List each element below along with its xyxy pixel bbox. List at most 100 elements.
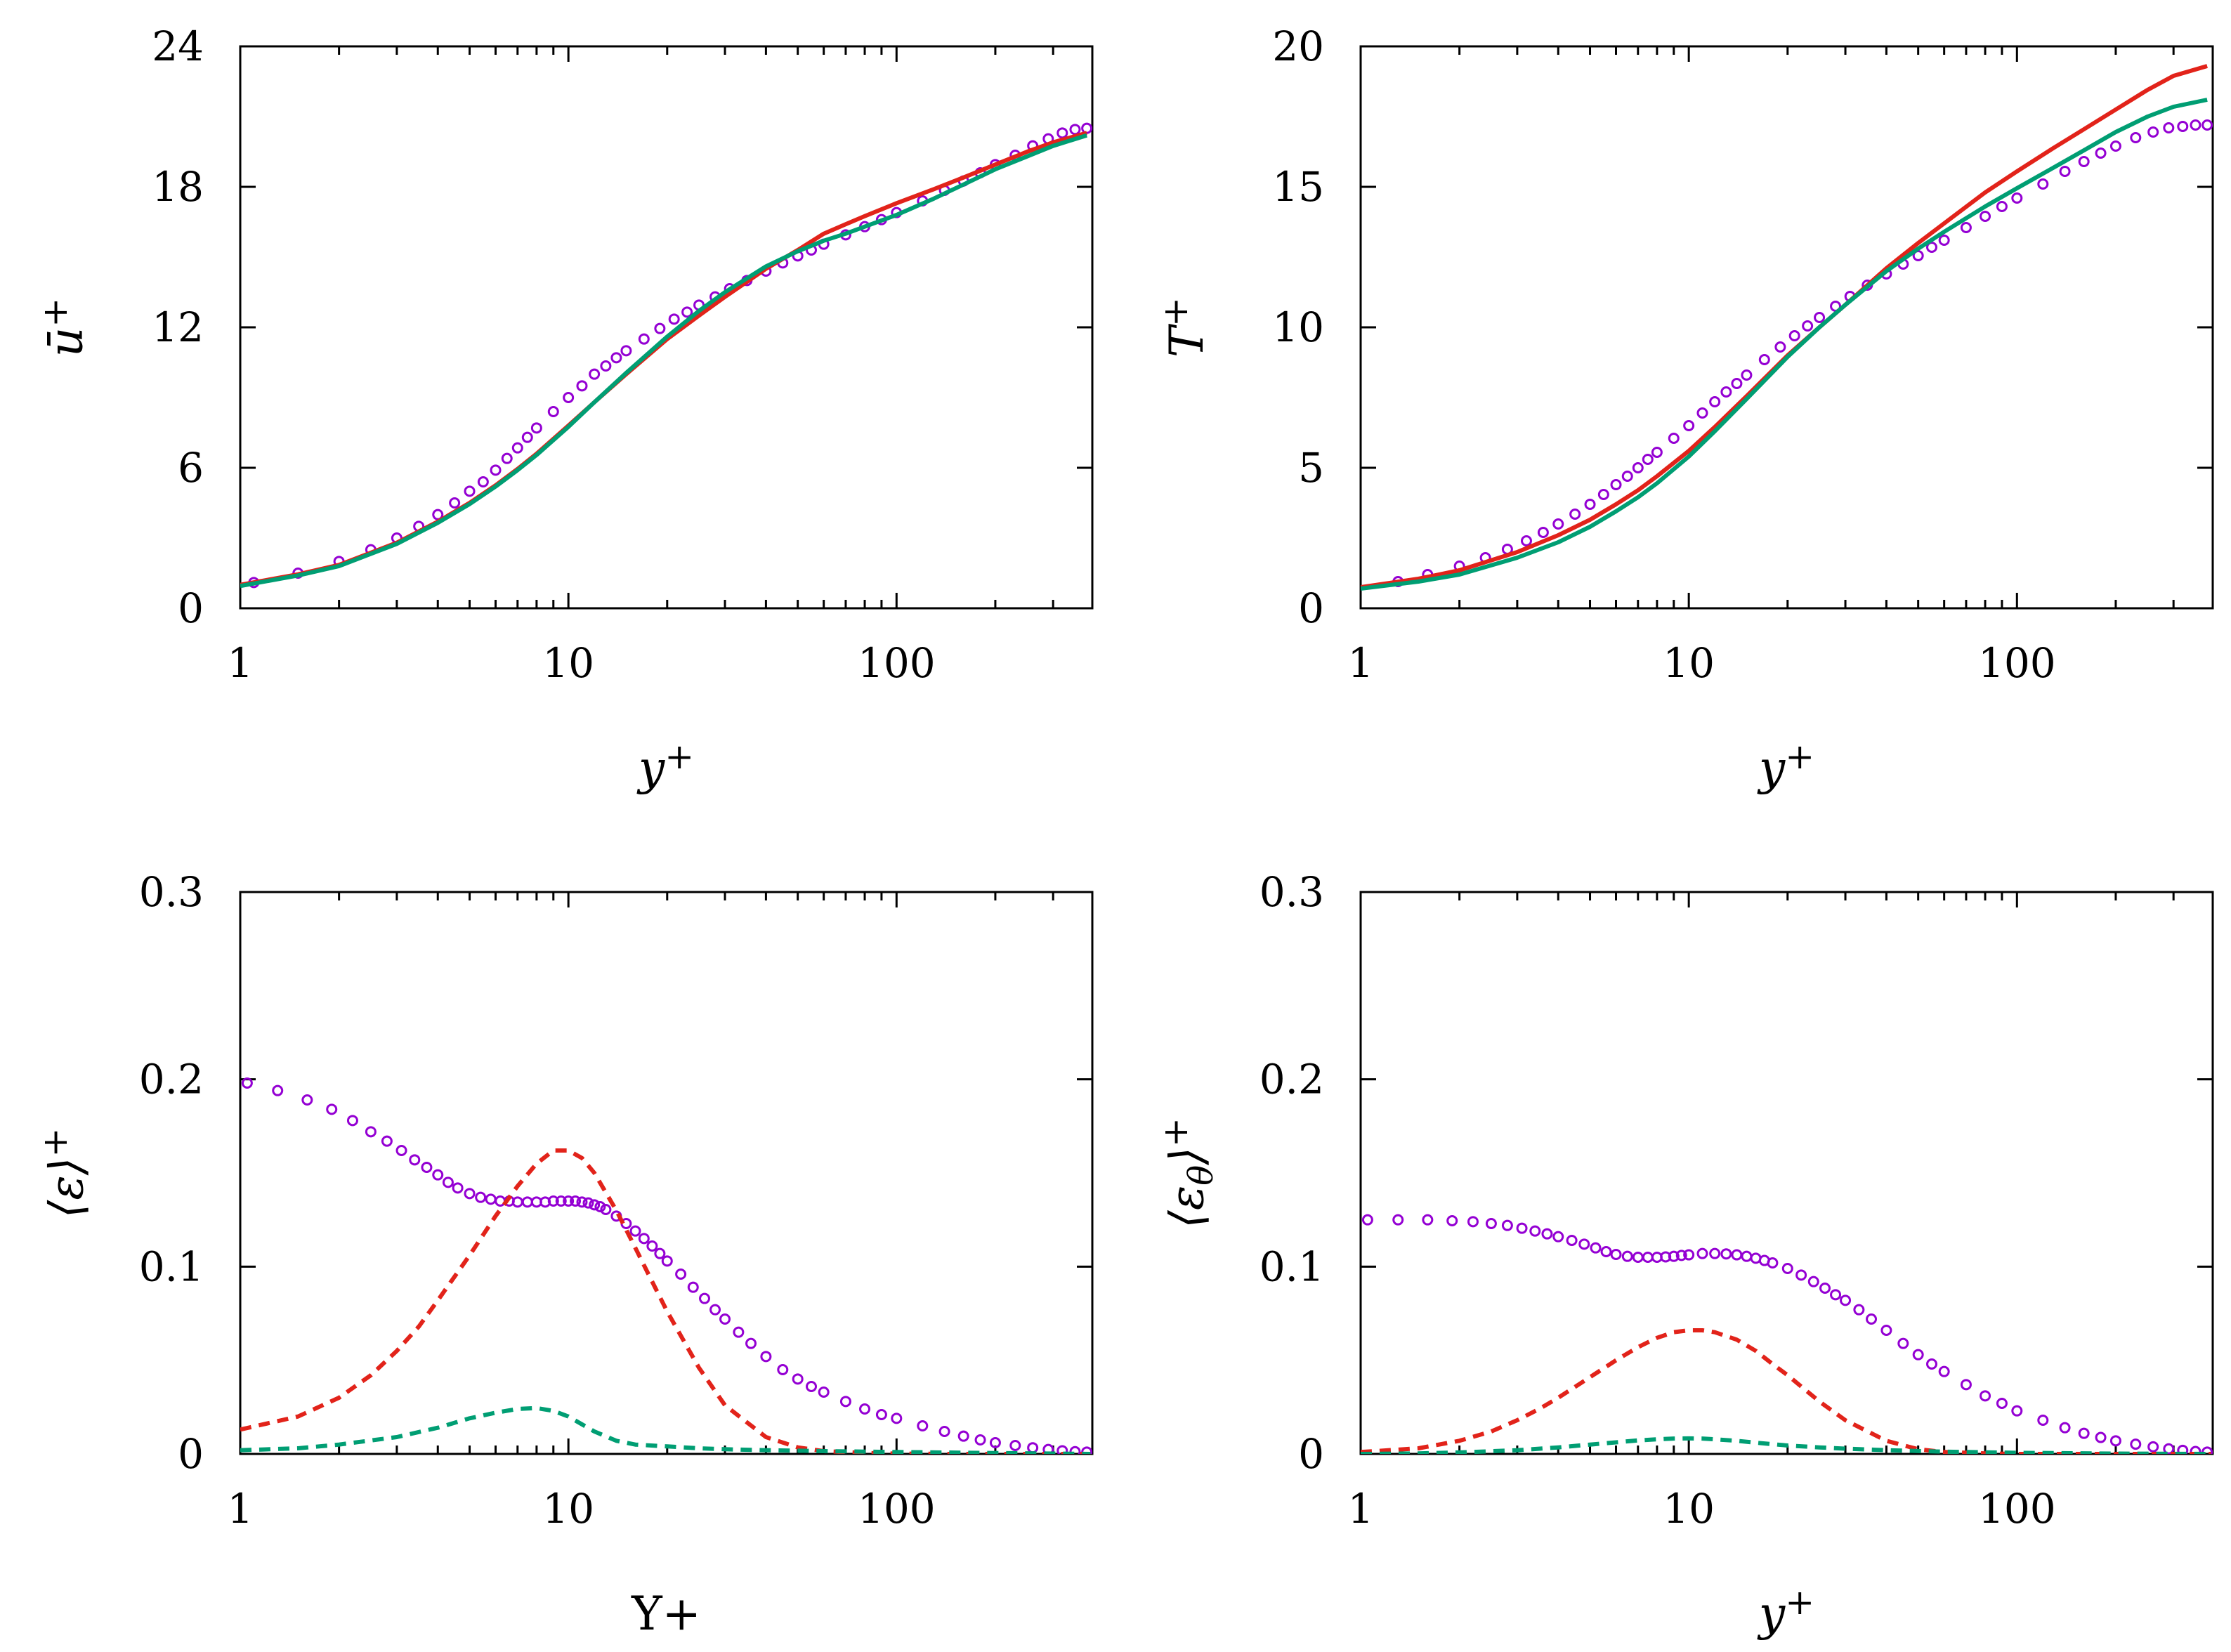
x-tick-label: 100 bbox=[858, 1485, 936, 1533]
dns-point bbox=[2163, 122, 2175, 133]
dns-point bbox=[563, 392, 575, 403]
dns-point bbox=[1830, 1289, 1842, 1301]
dns-point bbox=[1741, 369, 1753, 381]
y-axis-title-sup: + bbox=[34, 1128, 75, 1158]
dns-point bbox=[638, 1233, 650, 1245]
dns-point bbox=[620, 345, 632, 357]
dns-point bbox=[1996, 1398, 2008, 1409]
y-tick-label: 18 bbox=[152, 163, 204, 211]
dns-point bbox=[1552, 1231, 1564, 1243]
plot-frame bbox=[239, 891, 1094, 1455]
dns-point bbox=[875, 1409, 887, 1420]
data-layer bbox=[240, 1077, 1092, 1454]
dns-point bbox=[1996, 201, 2008, 212]
panel-dissipation: 1 10 100 0 0.1 0.2 0.3 Y+ ⟨ε⟩+ bbox=[34, 868, 1094, 1641]
dns-point bbox=[442, 1176, 454, 1188]
dns-point bbox=[1597, 489, 1609, 500]
dashed-line-model_b bbox=[240, 1405, 1091, 1454]
data-layer bbox=[1361, 1214, 2213, 1454]
dns-point bbox=[1056, 1445, 1068, 1454]
dns-point bbox=[1361, 1214, 1373, 1226]
x-tick-label: 10 bbox=[542, 639, 594, 687]
y-tick-label: 0.1 bbox=[139, 1243, 204, 1290]
y-axis-title-base: ū bbox=[39, 327, 93, 358]
dns-point bbox=[1675, 1250, 1687, 1261]
dns-point bbox=[687, 1281, 699, 1293]
dns-point bbox=[301, 1094, 313, 1106]
dns-point bbox=[1392, 1214, 1404, 1226]
dns-point bbox=[1774, 341, 1786, 353]
dns-point bbox=[547, 406, 559, 417]
dns-point bbox=[1758, 354, 1770, 365]
dns-point bbox=[719, 1313, 731, 1325]
dashed-line-model_b bbox=[1361, 1436, 2211, 1454]
dns-point bbox=[1880, 1325, 1892, 1336]
dns-point bbox=[2147, 1441, 2159, 1453]
dns-point bbox=[859, 1403, 871, 1415]
y-axis-title: T+ bbox=[1155, 297, 1215, 358]
dns-point bbox=[576, 380, 588, 392]
dns-point bbox=[777, 1364, 789, 1375]
dns-point bbox=[2037, 178, 2049, 190]
x-tick-label: 1 bbox=[228, 639, 254, 687]
dns-point bbox=[1767, 1257, 1779, 1268]
y-axis-title-sub: θ bbox=[1182, 1165, 1221, 1186]
dns-point bbox=[1520, 535, 1532, 546]
dns-point bbox=[610, 352, 622, 364]
y-tick-label: 6 bbox=[178, 444, 204, 492]
dns-point bbox=[600, 360, 612, 372]
dns-point bbox=[2109, 140, 2121, 152]
dns-point bbox=[2109, 1435, 2121, 1447]
dns-point bbox=[1731, 378, 1743, 389]
dns-point bbox=[1566, 1235, 1578, 1246]
dns-point bbox=[326, 1103, 338, 1115]
x-axis-title-sup: + bbox=[1785, 736, 1814, 777]
dns-point bbox=[589, 368, 601, 380]
dns-point bbox=[1926, 242, 1938, 253]
y-axis-title: ⟨ε⟩+ bbox=[34, 1128, 94, 1219]
dns-point bbox=[1731, 1249, 1743, 1261]
dns-point bbox=[1683, 420, 1695, 431]
dns-point bbox=[1853, 1304, 1865, 1316]
dns-point bbox=[1651, 447, 1663, 458]
dns-point bbox=[1980, 1390, 1991, 1402]
dns-point bbox=[2011, 192, 2023, 204]
data-layer bbox=[1361, 64, 2213, 591]
dns-point bbox=[1552, 518, 1564, 530]
dns-point bbox=[989, 1437, 1001, 1448]
y-tick-label: 15 bbox=[1272, 163, 1324, 211]
dns-point bbox=[582, 1197, 594, 1209]
y-tick-label: 24 bbox=[152, 22, 204, 70]
dns-point bbox=[521, 1196, 533, 1208]
dns-point bbox=[1802, 320, 1814, 332]
dns-point bbox=[1027, 1442, 1039, 1454]
y-axis-title: ū+ bbox=[34, 298, 94, 357]
x-tick-label: 10 bbox=[542, 1485, 594, 1533]
y-tick-label: 5 bbox=[1298, 444, 1324, 492]
dns-point bbox=[1600, 1246, 1612, 1257]
y-axis-title: ⟨εθ⟩+ bbox=[1155, 1117, 1222, 1228]
dns-point bbox=[1709, 1247, 1721, 1259]
x-axis-title: y+ bbox=[1757, 736, 1814, 796]
dns-point bbox=[2078, 1427, 2090, 1439]
dns-point bbox=[1009, 1440, 1021, 1451]
dns-point bbox=[1960, 1379, 1972, 1391]
dns-point bbox=[974, 1434, 986, 1446]
dns-point bbox=[485, 1193, 497, 1205]
dns-point bbox=[432, 1169, 444, 1181]
dns-point bbox=[449, 497, 461, 509]
dns-point bbox=[2095, 148, 2107, 159]
dns-point bbox=[2177, 1444, 2189, 1454]
dns-point bbox=[699, 1292, 711, 1304]
dns-point bbox=[2163, 1443, 2175, 1454]
x-axis-title: y+ bbox=[636, 736, 694, 796]
solid-line-model_b bbox=[1361, 98, 2208, 591]
dns-point bbox=[2130, 132, 2142, 143]
dns-point bbox=[464, 485, 476, 497]
dns-point bbox=[654, 322, 666, 334]
dns-point bbox=[1621, 471, 1633, 482]
dns-point bbox=[1501, 1219, 1513, 1231]
dns-point bbox=[1912, 1349, 1924, 1361]
dns-point bbox=[381, 1135, 393, 1147]
